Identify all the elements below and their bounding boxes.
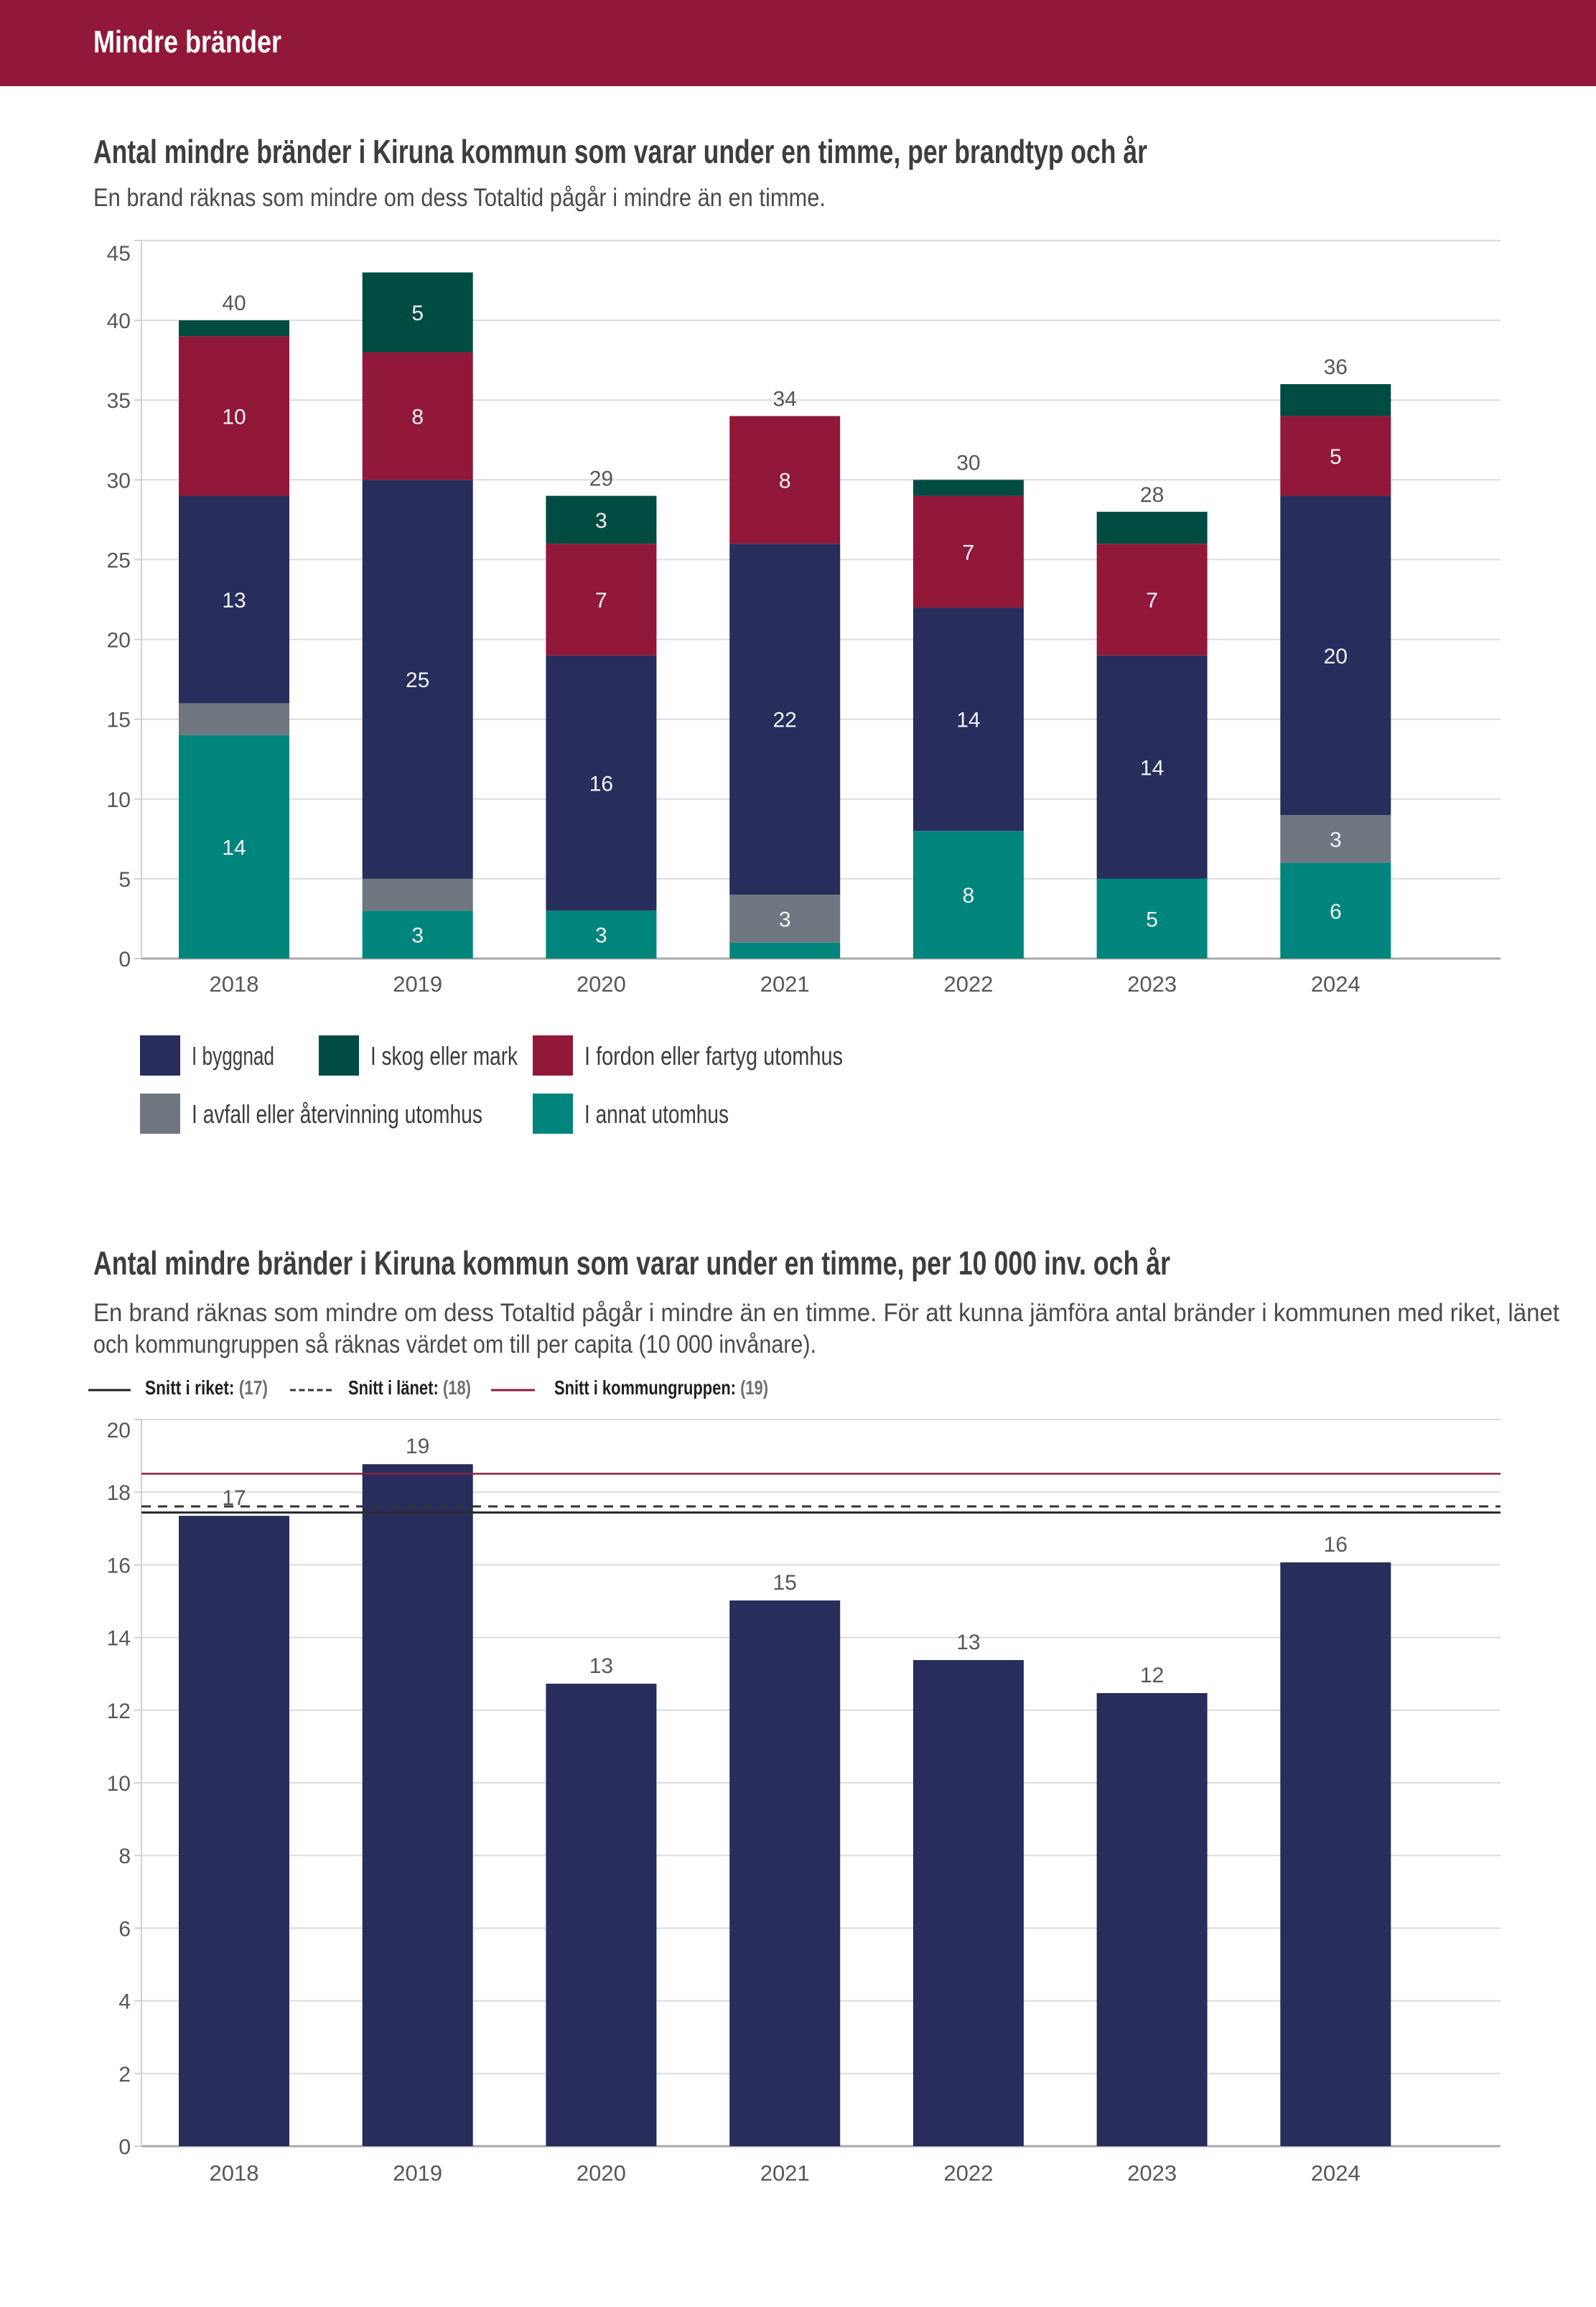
svg-text:I fordon eller fartyg utomhus: I fordon eller fartyg utomhus [584,1041,843,1071]
svg-text:2: 2 [118,2063,131,2087]
svg-text:13: 13 [956,1631,980,1654]
svg-text:2024: 2024 [1311,2161,1361,2186]
svg-text:45: 45 [107,242,131,266]
svg-text:20: 20 [1324,645,1348,668]
svg-text:10: 10 [107,788,131,812]
svg-text:2018: 2018 [210,2161,259,2186]
svg-text:2022: 2022 [943,2161,993,2186]
svg-text:I annat utomhus: I annat utomhus [584,1099,729,1129]
svg-text:14: 14 [222,836,246,859]
svg-text:28: 28 [1140,483,1164,507]
svg-text:30: 30 [107,469,131,493]
svg-text:3: 3 [1330,828,1342,852]
svg-text:12: 12 [107,1700,131,1723]
svg-text:Snitt i länet: (18): Snitt i länet: (18) [348,1376,471,1399]
svg-text:6: 6 [1330,900,1342,923]
svg-text:3: 3 [595,924,607,948]
svg-text:2023: 2023 [1127,971,1177,997]
svg-text:3: 3 [411,924,424,948]
svg-text:10: 10 [107,1772,131,1796]
svg-text:25: 25 [107,549,131,572]
svg-text:2021: 2021 [760,2161,810,2186]
svg-text:20: 20 [107,629,131,653]
svg-text:2020: 2020 [577,971,626,997]
svg-text:16: 16 [589,773,613,796]
svg-text:7: 7 [595,589,607,612]
svg-text:2019: 2019 [393,971,442,997]
svg-text:12: 12 [1140,1664,1164,1687]
svg-text:Antal mindre bränder i Kiruna: Antal mindre bränder i Kiruna kommun som… [93,1244,1170,1282]
svg-text:2023: 2023 [1127,2161,1177,2186]
svg-text:Snitt i kommungruppen: (19): Snitt i kommungruppen: (19) [554,1376,768,1399]
svg-text:5: 5 [1330,445,1342,469]
svg-text:15: 15 [107,709,131,732]
svg-text:0: 0 [118,948,131,971]
svg-text:2021: 2021 [760,971,810,997]
svg-text:35: 35 [107,389,131,413]
svg-text:Antal mindre bränder i Kiruna: Antal mindre bränder i Kiruna kommun som… [93,133,1147,170]
svg-text:40: 40 [222,292,246,315]
svg-text:0: 0 [118,2135,131,2159]
svg-text:14: 14 [1140,756,1164,780]
svg-text:25: 25 [406,668,429,692]
svg-text:7: 7 [963,541,975,564]
svg-text:6: 6 [118,1917,131,1941]
svg-text:Snitt i riket: (17): Snitt i riket: (17) [145,1376,268,1399]
svg-text:Mindre bränder: Mindre bränder [93,24,281,60]
svg-text:8: 8 [963,884,975,908]
svg-text:13: 13 [222,589,246,612]
svg-text:13: 13 [589,1654,613,1678]
svg-text:14: 14 [107,1627,131,1651]
svg-text:2020: 2020 [577,2161,626,2186]
svg-text:2019: 2019 [393,2161,442,2186]
svg-text:14: 14 [956,709,980,732]
svg-text:20: 20 [107,1419,131,1443]
svg-text:8: 8 [411,405,424,429]
svg-text:16: 16 [1324,1533,1348,1557]
svg-text:34: 34 [773,387,797,411]
svg-text:I byggnad: I byggnad [192,1041,274,1071]
svg-text:En brand räknas som mindre om: En brand räknas som mindre om dess Total… [93,184,826,212]
svg-text:19: 19 [406,1435,429,1458]
svg-text:30: 30 [956,451,980,475]
svg-text:2018: 2018 [210,971,259,997]
svg-text:40: 40 [107,309,131,333]
svg-text:2024: 2024 [1311,971,1361,997]
svg-text:4: 4 [118,1990,131,2014]
svg-text:15: 15 [773,1571,797,1595]
svg-text:7: 7 [1146,589,1158,612]
svg-text:10: 10 [222,405,246,429]
svg-text:8: 8 [118,1845,131,1868]
svg-text:3: 3 [779,908,791,931]
svg-text:29: 29 [589,467,613,491]
svg-text:En brand räknas som mindre om: En brand räknas som mindre om dess Total… [93,1299,1559,1327]
svg-text:5: 5 [118,868,131,892]
svg-text:2022: 2022 [943,971,993,997]
svg-text:36: 36 [1324,355,1348,379]
svg-text:18: 18 [107,1481,131,1505]
svg-text:3: 3 [595,509,607,533]
svg-text:5: 5 [411,302,424,325]
svg-text:8: 8 [779,469,791,493]
svg-text:I avfall eller återvinning uto: I avfall eller återvinning utomhus [192,1099,482,1129]
svg-text:5: 5 [1146,908,1158,931]
svg-text:16: 16 [107,1554,131,1577]
svg-text:och kommungruppen så räknas vä: och kommungruppen så räknas värdet om ti… [93,1330,816,1358]
svg-text:22: 22 [773,709,797,732]
svg-text:I skog eller mark: I skog eller mark [370,1041,518,1071]
